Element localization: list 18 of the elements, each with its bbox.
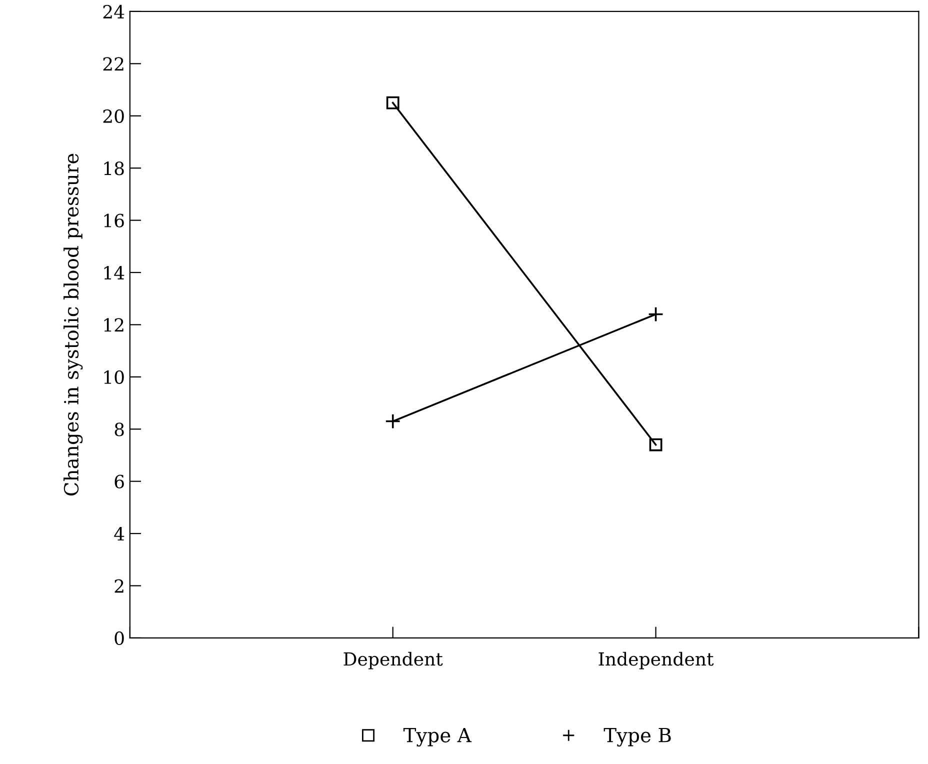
y-tick-label: 14	[104, 266, 124, 280]
y-tick-label: 24	[103, 4, 124, 18]
y-tick-label: 18	[104, 162, 124, 176]
y-tick-label: 2	[114, 579, 124, 593]
y-axis-title: Changes in systolic blood pressure	[64, 154, 83, 496]
x-tick-label: Dependent	[344, 652, 443, 670]
y-tick-label: 20	[103, 109, 124, 123]
y-tick-label: 0	[114, 631, 124, 646]
y-tick-label: 22	[103, 57, 124, 71]
y-tick-label: 8	[114, 422, 124, 436]
y-tick-label: 10	[104, 370, 124, 384]
legend-label: Type B	[604, 728, 671, 746]
legend-label: Type A	[403, 728, 472, 746]
y-tick-label: 16	[104, 214, 124, 228]
y-tick-label: 4	[114, 526, 124, 540]
x-tick-label: Independent	[598, 652, 714, 670]
y-tick-label: 12	[104, 318, 124, 332]
y-tick-label: 6	[114, 474, 124, 488]
